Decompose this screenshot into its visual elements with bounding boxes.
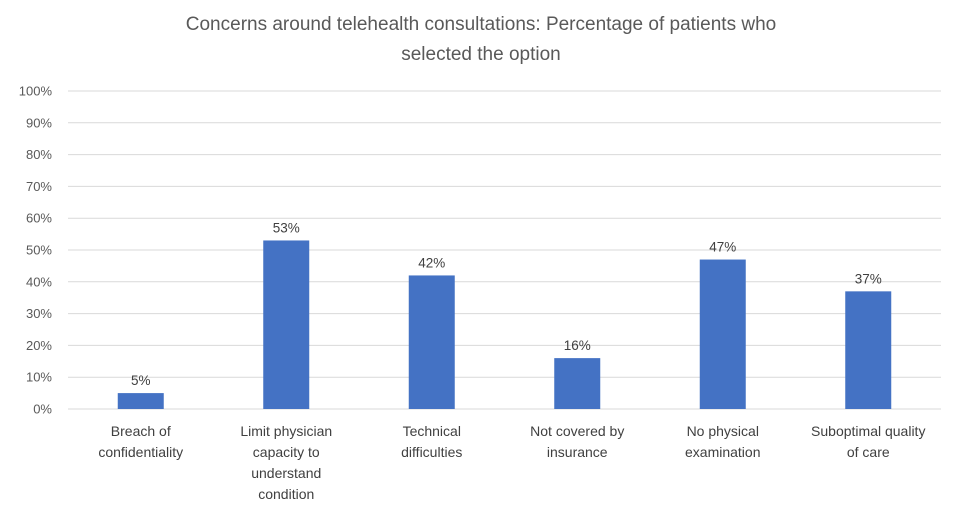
y-tick-label: 20% xyxy=(26,338,52,353)
data-label: 53% xyxy=(273,220,300,235)
category-label-line: capacity to xyxy=(253,444,320,460)
category-label-line: Breach of xyxy=(111,423,171,439)
category-label: No physical examination xyxy=(685,423,761,460)
bar xyxy=(408,275,455,409)
y-tick-label: 40% xyxy=(26,274,52,289)
category-label: Breach of confidentiality xyxy=(98,423,183,460)
chart-title-line-1: Concerns around telehealth consultations… xyxy=(186,14,776,35)
bars xyxy=(117,240,892,409)
y-tick-label: 80% xyxy=(26,147,52,162)
category-label-line: condition xyxy=(258,486,314,502)
data-label: 16% xyxy=(564,338,591,353)
category-label-line: of care xyxy=(847,444,890,460)
bar xyxy=(845,291,892,409)
y-tick-label: 50% xyxy=(26,243,52,258)
data-label: 5% xyxy=(131,373,151,388)
category-label: Suboptimal quality of care xyxy=(811,423,925,460)
category-label-line: Not covered by xyxy=(530,423,624,439)
y-tick-label: 0% xyxy=(33,402,52,417)
category-label-line: understand xyxy=(251,465,321,481)
y-tick-label: 60% xyxy=(26,211,52,226)
category-label: Technical difficulties xyxy=(401,423,462,460)
category-label-line: Suboptimal quality xyxy=(811,423,925,439)
category-label-line: examination xyxy=(685,444,761,460)
category-label-line: difficulties xyxy=(401,444,462,460)
bar xyxy=(263,240,310,409)
chart-title-line-2: selected the option xyxy=(401,44,561,65)
bar xyxy=(554,358,601,409)
y-tick-label: 70% xyxy=(26,179,52,194)
y-tick-label: 90% xyxy=(26,115,52,130)
chart-title: Concerns around telehealth consultations… xyxy=(186,14,776,65)
data-label: 42% xyxy=(418,255,445,270)
category-label-line: No physical xyxy=(687,423,759,439)
category-label-line: Technical xyxy=(403,423,461,439)
gridlines xyxy=(68,90,941,410)
y-tick-label: 100% xyxy=(19,84,53,99)
data-label: 37% xyxy=(855,271,882,286)
bar xyxy=(699,259,746,409)
data-labels: 5% 53% 42% 16% 47% 37% xyxy=(131,220,882,388)
x-axis-category-labels: Breach of confidentiality Limit physician c… xyxy=(98,423,925,502)
y-axis-tick-labels: 0% 10% 20% 30% 40% 50% 60% 70% 80% 90% 100% xyxy=(19,84,53,417)
data-label: 47% xyxy=(709,240,736,255)
bar xyxy=(117,393,164,409)
category-label-line: confidentiality xyxy=(98,444,183,460)
category-label-line: insurance xyxy=(547,444,608,460)
y-tick-label: 30% xyxy=(26,306,52,321)
category-label: Not covered by insurance xyxy=(530,423,624,460)
y-tick-label: 10% xyxy=(26,370,52,385)
category-label-line: Limit physician xyxy=(240,423,332,439)
category-label: Limit physician capacity to understand cond… xyxy=(240,423,332,502)
